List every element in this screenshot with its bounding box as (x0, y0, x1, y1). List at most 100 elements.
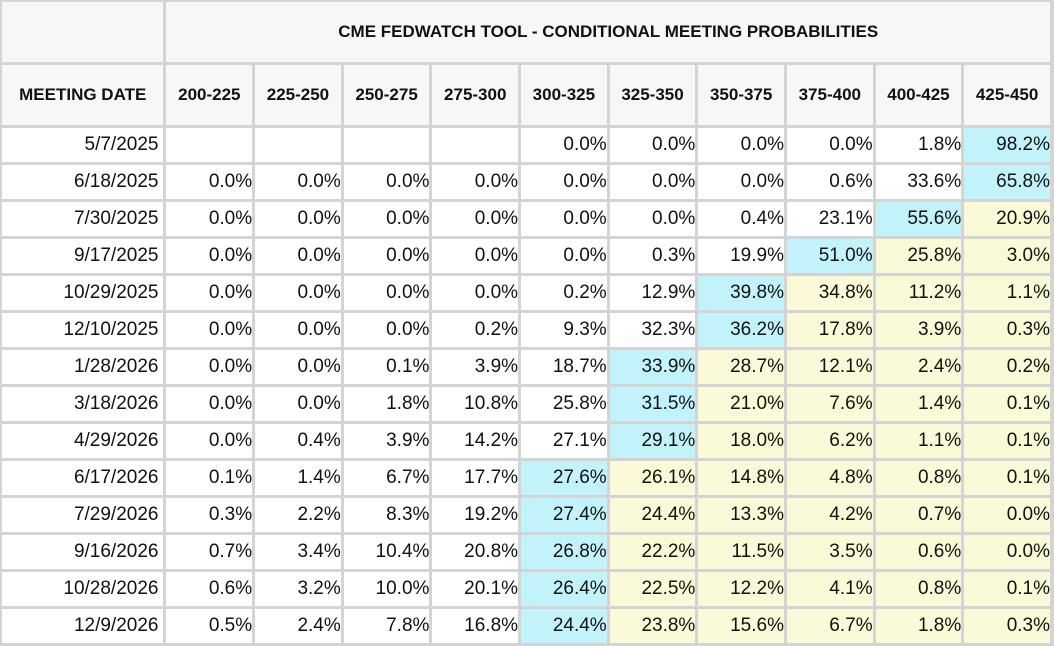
meeting-date-cell: 7/29/2026 (2, 498, 164, 532)
probability-cell: 0.0% (609, 165, 696, 199)
probability-cell: 4.2% (786, 498, 873, 532)
table-row: 7/30/2025 0.0% 0.0% 0.0% 0.0% 0.0% 0.0% 0.4% 23.… (2, 202, 1050, 236)
probability-cell: 3.9% (875, 313, 962, 347)
probability-cell: 0.0% (343, 165, 430, 199)
meeting-date-cell: 10/28/2026 (2, 572, 164, 606)
probability-cell: 26.8% (521, 535, 607, 569)
table-row: 6/17/2026 0.1% 1.4% 6.7% 17.7% 27.6% 26.1% 14.8… (2, 461, 1050, 495)
probability-cell: 22.5% (609, 572, 696, 606)
probability-cell: 22.2% (609, 535, 696, 569)
probability-cell: 0.0% (698, 128, 784, 162)
probability-cell: 23.8% (609, 609, 696, 643)
probability-cell: 1.1% (964, 276, 1050, 310)
probability-cell: 12.2% (698, 572, 784, 606)
range-header-375-400: 375-400 (786, 65, 873, 125)
probability-cell: 0.4% (698, 202, 784, 236)
range-header-400-425: 400-425 (875, 65, 962, 125)
probability-cell: 0.0% (609, 128, 696, 162)
probability-cell: 0.5% (166, 609, 253, 643)
probability-cell: 33.6% (875, 165, 962, 199)
probability-cell: 27.6% (521, 461, 607, 495)
probability-cell: 32.3% (609, 313, 696, 347)
table-row: 5/7/2025 0.0% 0.0% 0.0% 0.0% 1.8% 98.2% (2, 128, 1050, 162)
probability-cell: 0.0% (432, 165, 519, 199)
probability-cell: 0.0% (521, 128, 607, 162)
probability-cell: 0.0% (166, 202, 253, 236)
probability-cell: 0.2% (964, 350, 1050, 384)
table-row: 1/28/2026 0.0% 0.0% 0.1% 3.9% 18.7% 33.9% 28.7%… (2, 350, 1050, 384)
probability-cell: 6.2% (786, 424, 873, 458)
probability-cell: 0.0% (964, 498, 1050, 532)
probability-cell: 2.4% (875, 350, 962, 384)
table-row: 12/10/2025 0.0% 0.0% 0.0% 0.2% 9.3% 32.3% 36.2%… (2, 313, 1050, 347)
probability-cell: 20.9% (964, 202, 1050, 236)
probability-cell: 20.1% (432, 572, 519, 606)
table-row: 4/29/2026 0.0% 0.4% 3.9% 14.2% 27.1% 29.1% 18.0… (2, 424, 1050, 458)
probability-cell: 26.1% (609, 461, 696, 495)
probability-cell: 17.8% (786, 313, 873, 347)
range-header-250-275: 250-275 (343, 65, 430, 125)
probability-cell: 0.0% (343, 202, 430, 236)
probability-cell: 14.8% (698, 461, 784, 495)
probability-cell: 25.8% (521, 387, 607, 421)
probability-cell: 0.1% (964, 461, 1050, 495)
probability-cell: 0.0% (521, 239, 607, 273)
table-row: 10/29/2025 0.0% 0.0% 0.0% 0.0% 0.2% 12.9% 39.8%… (2, 276, 1050, 310)
table-body: 5/7/2025 0.0% 0.0% 0.0% 0.0% 1.8% 98.2% 6/18/20… (2, 128, 1050, 643)
probability-cell: 0.6% (875, 535, 962, 569)
probability-cell: 20.8% (432, 535, 519, 569)
range-header-350-375: 350-375 (698, 65, 784, 125)
probability-cell (343, 128, 430, 162)
probability-cell: 16.8% (432, 609, 519, 643)
probability-cell: 33.9% (609, 350, 696, 384)
probability-cell: 0.1% (343, 350, 430, 384)
probability-cell: 0.0% (255, 276, 341, 310)
probability-cell: 0.0% (166, 239, 253, 273)
meeting-date-cell: 12/10/2025 (2, 313, 164, 347)
probability-cell: 0.0% (964, 535, 1050, 569)
table-row: 12/9/2026 0.5% 2.4% 7.8% 16.8% 24.4% 23.8% 15.6… (2, 609, 1050, 643)
probability-cell: 0.0% (521, 165, 607, 199)
probability-cell: 0.2% (521, 276, 607, 310)
probability-cell: 0.7% (166, 535, 253, 569)
probability-cell: 0.0% (609, 202, 696, 236)
probability-cell: 0.1% (964, 387, 1050, 421)
meeting-date-cell: 3/18/2026 (2, 387, 164, 421)
range-header-325-350: 325-350 (609, 65, 696, 125)
probability-cell: 18.0% (698, 424, 784, 458)
range-header-225-250: 225-250 (255, 65, 341, 125)
probability-cell: 17.7% (432, 461, 519, 495)
range-header-425-450: 425-450 (964, 65, 1050, 125)
probability-cell: 0.0% (166, 424, 253, 458)
corner-cell (2, 2, 164, 62)
probability-cell: 27.4% (521, 498, 607, 532)
probability-cell (432, 128, 519, 162)
table-row: 3/18/2026 0.0% 0.0% 1.8% 10.8% 25.8% 31.5% 21.0… (2, 387, 1050, 421)
probability-cell: 10.4% (343, 535, 430, 569)
probability-cell: 4.8% (786, 461, 873, 495)
meeting-date-cell: 12/9/2026 (2, 609, 164, 643)
probability-cell: 19.2% (432, 498, 519, 532)
meeting-date-cell: 6/17/2026 (2, 461, 164, 495)
probability-cell: 15.6% (698, 609, 784, 643)
probability-cell: 0.2% (432, 313, 519, 347)
probability-cell: 24.4% (521, 609, 607, 643)
probability-cell: 12.9% (609, 276, 696, 310)
probability-cell: 0.0% (255, 239, 341, 273)
probability-cell: 0.6% (786, 165, 873, 199)
probability-cell: 0.6% (166, 572, 253, 606)
probability-cell: 1.1% (875, 424, 962, 458)
probability-cell: 3.4% (255, 535, 341, 569)
probability-cell: 0.0% (432, 276, 519, 310)
probability-cell: 0.0% (343, 276, 430, 310)
probability-cell (166, 128, 253, 162)
probability-cell: 11.5% (698, 535, 784, 569)
probability-cell: 3.0% (964, 239, 1050, 273)
probability-cell: 7.6% (786, 387, 873, 421)
probability-cell: 0.3% (609, 239, 696, 273)
probability-cell: 31.5% (609, 387, 696, 421)
probability-cell: 0.4% (255, 424, 341, 458)
probability-cell: 9.3% (521, 313, 607, 347)
probability-cell: 0.0% (255, 387, 341, 421)
meeting-date-cell: 4/29/2026 (2, 424, 164, 458)
